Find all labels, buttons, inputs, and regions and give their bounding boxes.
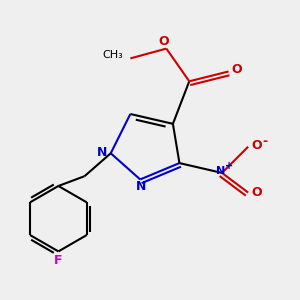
Text: N: N <box>136 180 146 193</box>
Text: -: - <box>262 135 268 148</box>
Text: CH₃: CH₃ <box>102 50 123 60</box>
Text: N: N <box>216 166 225 176</box>
Text: O: O <box>231 63 242 76</box>
Text: N: N <box>98 146 108 159</box>
Text: O: O <box>251 186 262 199</box>
Text: +: + <box>225 161 233 171</box>
Text: O: O <box>158 35 169 48</box>
Text: O: O <box>251 139 262 152</box>
Text: F: F <box>54 254 63 267</box>
